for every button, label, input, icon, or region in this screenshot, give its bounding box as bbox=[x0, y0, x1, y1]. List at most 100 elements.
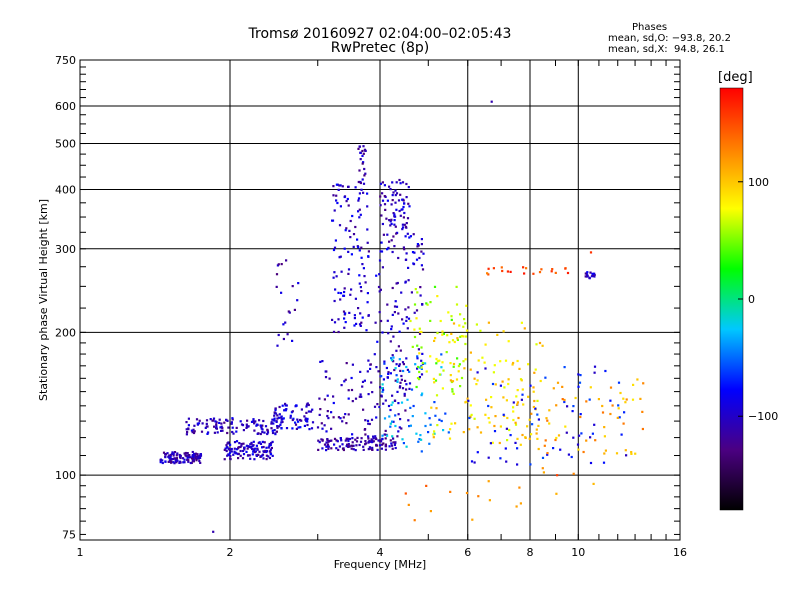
data-point bbox=[346, 443, 349, 446]
data-point bbox=[366, 241, 369, 244]
data-point bbox=[502, 396, 505, 399]
data-point bbox=[274, 432, 277, 435]
data-point bbox=[229, 448, 232, 451]
data-point bbox=[417, 244, 420, 247]
data-point bbox=[425, 370, 428, 373]
data-point bbox=[484, 413, 487, 416]
data-point bbox=[565, 431, 568, 434]
data-point bbox=[258, 441, 261, 444]
data-point bbox=[536, 437, 539, 440]
data-point bbox=[262, 445, 265, 449]
data-point bbox=[366, 205, 369, 208]
data-point bbox=[636, 378, 639, 381]
data-point bbox=[641, 410, 644, 413]
data-point bbox=[594, 439, 597, 442]
data-point bbox=[528, 418, 531, 421]
data-point bbox=[402, 322, 405, 325]
data-point bbox=[589, 271, 592, 274]
data-point bbox=[351, 437, 354, 440]
data-point bbox=[192, 460, 195, 463]
data-point bbox=[367, 422, 370, 425]
data-point bbox=[401, 387, 405, 390]
data-point bbox=[343, 247, 346, 250]
data-point bbox=[512, 410, 515, 413]
data-point bbox=[397, 430, 400, 433]
data-point bbox=[506, 439, 509, 442]
data-point bbox=[484, 367, 487, 370]
data-point bbox=[409, 319, 412, 323]
data-point bbox=[486, 272, 489, 275]
data-point bbox=[352, 448, 355, 451]
data-point bbox=[332, 395, 335, 398]
data-point bbox=[381, 390, 384, 393]
data-point bbox=[389, 220, 392, 223]
data-point bbox=[554, 438, 557, 442]
data-point bbox=[641, 427, 644, 431]
data-point bbox=[242, 429, 245, 432]
data-point bbox=[347, 443, 350, 446]
data-point bbox=[407, 317, 411, 320]
data-point bbox=[386, 303, 389, 306]
data-point bbox=[571, 410, 574, 413]
data-point bbox=[332, 276, 335, 279]
data-point bbox=[246, 447, 249, 450]
data-point bbox=[377, 285, 381, 289]
data-point bbox=[332, 416, 335, 419]
data-point bbox=[324, 376, 328, 379]
data-point bbox=[194, 456, 197, 459]
data-point bbox=[593, 272, 596, 275]
data-point bbox=[517, 416, 520, 420]
data-point bbox=[397, 256, 400, 260]
data-point bbox=[258, 450, 261, 453]
data-point bbox=[394, 225, 397, 228]
data-point bbox=[186, 456, 189, 459]
data-point bbox=[228, 453, 231, 457]
data-point bbox=[556, 474, 559, 477]
data-point bbox=[494, 415, 497, 418]
data-point bbox=[405, 445, 408, 448]
data-point bbox=[401, 226, 405, 229]
data-point bbox=[505, 460, 508, 463]
data-point bbox=[390, 359, 394, 362]
data-point bbox=[299, 426, 302, 429]
data-point bbox=[504, 359, 508, 362]
data-point bbox=[589, 251, 593, 254]
data-point bbox=[206, 425, 209, 428]
data-point bbox=[291, 418, 294, 422]
data-point bbox=[528, 437, 531, 440]
data-point bbox=[386, 199, 389, 202]
data-point bbox=[171, 451, 174, 454]
data-point bbox=[402, 363, 405, 366]
data-point bbox=[618, 416, 621, 419]
data-point bbox=[390, 403, 393, 406]
data-point bbox=[360, 188, 363, 191]
data-point bbox=[488, 421, 491, 424]
data-point bbox=[550, 270, 553, 273]
data-point bbox=[197, 422, 201, 425]
data-point bbox=[588, 398, 591, 401]
data-point bbox=[320, 438, 323, 441]
data-point bbox=[335, 183, 338, 186]
data-point bbox=[225, 449, 228, 453]
data-point bbox=[402, 369, 405, 373]
data-point bbox=[342, 448, 345, 452]
data-point bbox=[394, 189, 397, 192]
data-point bbox=[355, 322, 358, 325]
data-point bbox=[425, 302, 428, 305]
data-point bbox=[238, 442, 241, 445]
data-point bbox=[267, 446, 270, 449]
data-point bbox=[468, 428, 471, 431]
data-point bbox=[603, 426, 606, 429]
data-point bbox=[469, 404, 472, 407]
colorbar: 100 0 −100 bbox=[719, 87, 778, 511]
data-point bbox=[464, 322, 467, 325]
data-point bbox=[261, 453, 265, 456]
data-point bbox=[245, 423, 248, 426]
data-point bbox=[391, 435, 394, 438]
data-point bbox=[183, 452, 186, 455]
data-point bbox=[427, 431, 430, 434]
data-point bbox=[357, 307, 360, 310]
data-point bbox=[249, 443, 252, 446]
data-point bbox=[387, 404, 391, 408]
data-point bbox=[540, 268, 543, 271]
